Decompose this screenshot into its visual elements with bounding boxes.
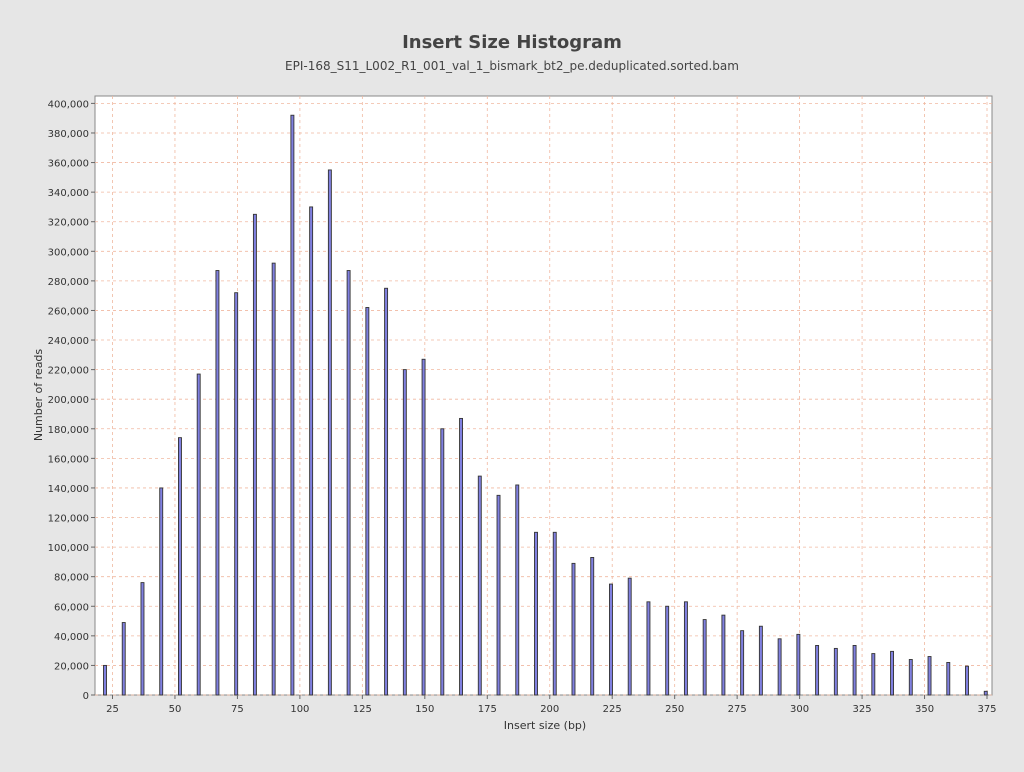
y-tick-label: 200,000: [48, 395, 89, 406]
histogram-bar: [477, 475, 482, 696]
chart-title: Insert Size Histogram: [402, 32, 622, 53]
histogram-bar: [927, 656, 932, 696]
y-tick-label: 360,000: [48, 159, 89, 170]
y-tick-label: 60,000: [54, 602, 89, 613]
y-tick-label: 180,000: [48, 425, 89, 436]
histogram-bar: [665, 605, 670, 696]
x-tick-label: 250: [665, 704, 684, 715]
histogram-bar: [852, 645, 857, 696]
x-tick-label: 150: [415, 704, 434, 715]
x-tick-label: 325: [853, 704, 872, 715]
y-tick-label: 80,000: [54, 573, 89, 584]
x-tick-label: 300: [790, 704, 809, 715]
histogram-bar: [815, 645, 820, 696]
histogram-bar: [309, 206, 314, 696]
y-tick-label: 300,000: [48, 247, 89, 258]
y-tick-label: 220,000: [48, 366, 89, 377]
histogram-bar: [833, 647, 838, 696]
x-tick-label: 225: [603, 704, 622, 715]
histogram-bar: [252, 213, 257, 696]
x-tick-label: 25: [106, 704, 119, 715]
x-tick-label: 275: [728, 704, 747, 715]
histogram-bar: [777, 638, 782, 696]
histogram-bar: [965, 665, 969, 696]
y-tick-label: 140,000: [48, 484, 89, 495]
histogram-bar: [234, 292, 239, 696]
y-tick-label: 320,000: [48, 218, 89, 229]
plot-area: [94, 95, 993, 696]
histogram-bar: [796, 633, 801, 696]
x-tick-label: 100: [290, 704, 309, 715]
histogram-bar: [159, 487, 164, 696]
histogram-bar: [609, 583, 613, 696]
x-tick-label: 50: [169, 704, 182, 715]
y-tick-label: 340,000: [48, 188, 89, 199]
y-tick-label: 120,000: [48, 514, 89, 525]
histogram-bar: [421, 358, 426, 696]
x-tick-label: 200: [540, 704, 559, 715]
bars-layer: [103, 114, 988, 696]
histogram-bar: [740, 630, 745, 696]
y-tick-label: 400,000: [48, 99, 89, 110]
histogram-bar: [178, 437, 182, 696]
histogram-bar: [534, 531, 538, 696]
histogram-bar: [121, 622, 126, 696]
histogram-bar: [871, 653, 876, 696]
histogram-bar: [440, 428, 445, 696]
histogram-bar: [908, 659, 913, 696]
axes-layer: 0 20,000 40,000 60,000 80,000 100,000 120,000 1…: [48, 99, 997, 715]
y-tick-label: 260,000: [48, 306, 89, 317]
y-tick-label: 40,000: [54, 632, 89, 643]
histogram-bar: [515, 484, 520, 696]
histogram-bar: [571, 562, 576, 696]
histogram-bar: [627, 577, 632, 696]
x-tick-label: 375: [977, 704, 996, 715]
histogram-bar: [890, 650, 895, 696]
y-tick-label: 380,000: [48, 129, 89, 140]
y-tick-label: 100,000: [48, 543, 89, 554]
y-axis-label: Number of reads: [32, 349, 45, 442]
y-tick-label: 20,000: [54, 661, 89, 672]
histogram-bar: [683, 601, 688, 696]
x-tick-label: 75: [231, 704, 244, 715]
x-tick-label: 350: [915, 704, 934, 715]
histogram-bar: [402, 369, 407, 696]
histogram-bar: [646, 601, 651, 696]
histogram-bar: [290, 114, 295, 696]
histogram-bar: [702, 619, 707, 696]
histogram-bar: [196, 373, 201, 696]
histogram-bar: [552, 531, 557, 696]
chart-subtitle: EPI-168_S11_L002_R1_001_val_1_bismark_bt…: [285, 59, 739, 73]
histogram-bar: [721, 614, 726, 696]
x-axis-label: Insert size (bp): [504, 719, 586, 732]
histogram-bar: [271, 262, 276, 696]
histogram-bar: [140, 582, 145, 696]
histogram-bar: [327, 169, 332, 696]
y-tick-label: 240,000: [48, 336, 89, 347]
histogram-bar: [215, 270, 220, 696]
x-tick-label: 125: [353, 704, 372, 715]
histogram-bar: [346, 270, 351, 696]
histogram-bar: [459, 417, 463, 696]
y-tick-label: 0: [83, 691, 89, 702]
histogram-bar: [496, 494, 501, 696]
histogram-bar: [590, 557, 595, 696]
histogram-bar: [983, 690, 988, 696]
histogram-bar: [365, 307, 370, 696]
x-tick-label: 175: [478, 704, 497, 715]
y-tick-label: 280,000: [48, 277, 89, 288]
histogram-bar: [758, 625, 763, 696]
histogram-bar: [946, 662, 951, 696]
y-tick-label: 160,000: [48, 454, 89, 465]
histogram-bar: [384, 287, 389, 696]
histogram-bar: [103, 664, 107, 696]
